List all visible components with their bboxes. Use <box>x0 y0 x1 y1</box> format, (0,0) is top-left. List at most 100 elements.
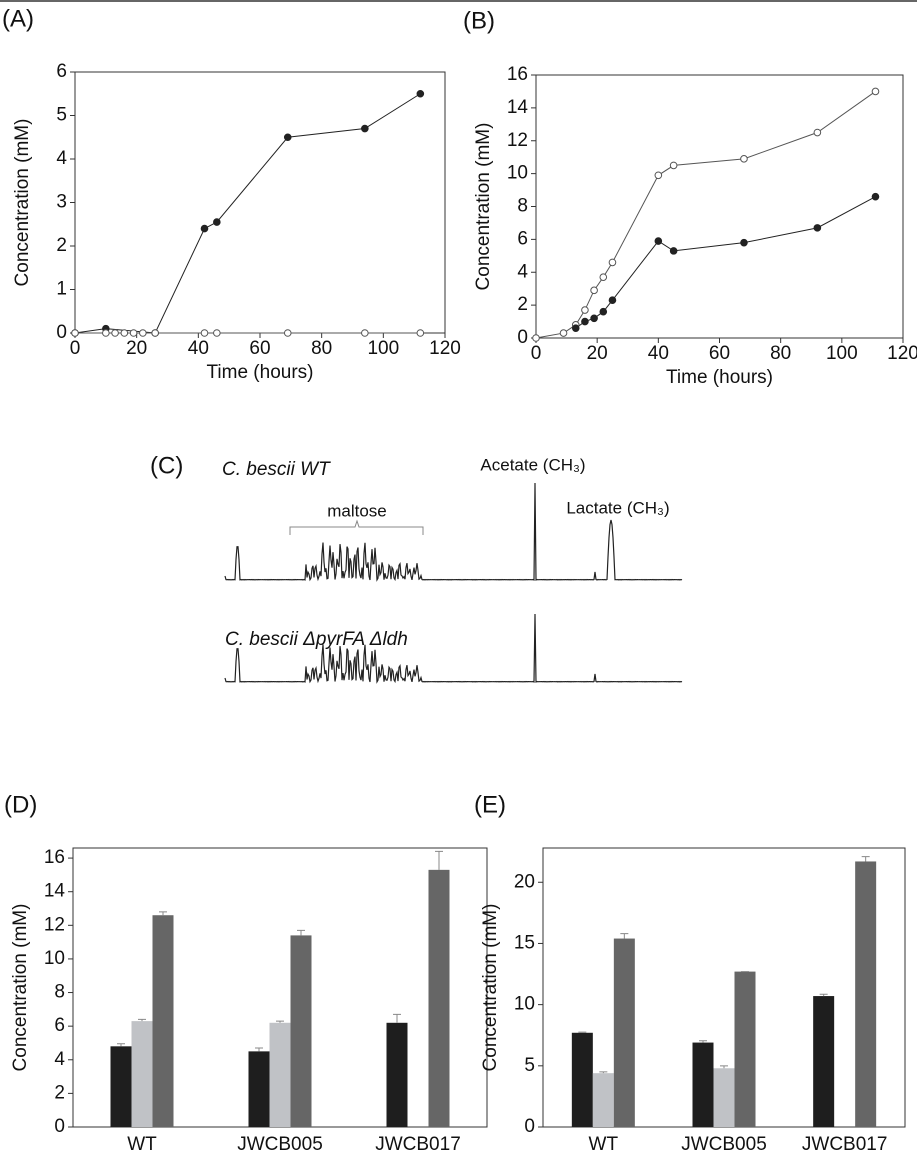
y-tick-label: 5 <box>524 1055 535 1076</box>
data-point <box>200 224 209 233</box>
x-tick-label: 60 <box>249 338 270 359</box>
x-tick-label: JWCB005 <box>681 1134 767 1155</box>
series-line <box>575 196 876 329</box>
data-point <box>283 329 292 337</box>
y-axis-label: Concentration (mM) <box>12 119 33 287</box>
y-tick-label: 12 <box>507 130 528 151</box>
x-axis-label: Time (hours) <box>666 367 773 388</box>
error-bar <box>720 1065 728 1069</box>
data-point <box>581 306 589 314</box>
data-point <box>361 124 369 133</box>
bar <box>613 938 635 1127</box>
y-tick-label: 2 <box>54 1082 65 1103</box>
error-bar <box>819 993 828 997</box>
data-point <box>416 329 425 337</box>
series-line <box>74 93 421 334</box>
error-bar <box>138 1018 146 1022</box>
bar <box>269 1022 291 1127</box>
data-point <box>571 324 580 332</box>
y-tick-label: 16 <box>507 64 528 85</box>
y-tick-label: 14 <box>507 97 529 118</box>
plot-frame <box>535 74 904 339</box>
data-point <box>654 171 663 180</box>
data-point <box>608 258 617 267</box>
data-point <box>102 329 110 337</box>
data-point <box>559 329 568 337</box>
data-point <box>599 273 608 281</box>
x-tick-label: 120 <box>429 338 461 359</box>
bar <box>813 996 835 1127</box>
y-tick-label: 5 <box>56 105 67 126</box>
series-line <box>535 91 876 339</box>
error-bar <box>297 929 305 936</box>
data-point <box>120 329 129 337</box>
error-bar <box>393 1013 401 1023</box>
y-tick-label: 16 <box>44 847 65 868</box>
x-tick-label: WT <box>589 1134 619 1155</box>
data-point <box>740 155 748 163</box>
x-tick-label: 60 <box>709 343 730 364</box>
panel-label: (C) <box>150 452 183 479</box>
data-point <box>361 329 369 337</box>
x-tick-label: WT <box>127 1134 157 1155</box>
data-point <box>416 89 425 98</box>
y-tick-label: 10 <box>514 994 535 1015</box>
bar <box>290 935 312 1127</box>
y-tick-label: 8 <box>517 196 528 217</box>
x-tick-label: 100 <box>367 338 399 359</box>
y-tick-label: 0 <box>54 1116 65 1137</box>
data-point <box>590 314 598 323</box>
bar <box>248 1051 270 1127</box>
y-tick-label: 4 <box>56 148 67 169</box>
data-point <box>213 218 221 226</box>
x-tick-label: JWCB017 <box>375 1134 461 1155</box>
annotation: maltose <box>327 501 387 520</box>
x-tick-label: 20 <box>587 343 608 364</box>
y-tick-label: 10 <box>44 948 65 969</box>
y-tick-label: 4 <box>517 261 528 282</box>
y-tick-label: 14 <box>44 881 66 902</box>
panel-label: (E) <box>474 791 506 818</box>
x-tick-label: 40 <box>648 343 669 364</box>
y-axis-label: Concentration (mM) <box>480 904 501 1072</box>
y-tick-label: 2 <box>56 235 67 256</box>
data-point <box>590 286 598 295</box>
data-point <box>129 329 138 337</box>
x-tick-label: 120 <box>887 343 917 364</box>
y-tick-label: 8 <box>54 982 65 1003</box>
bar <box>713 1068 735 1127</box>
data-point <box>599 307 608 316</box>
error-bar <box>255 1047 263 1052</box>
error-bar <box>861 856 870 862</box>
trace-label: C. bescii WT <box>222 459 331 480</box>
y-tick-label: 10 <box>507 163 528 184</box>
x-tick-label: 0 <box>531 343 542 364</box>
bar <box>855 861 877 1127</box>
data-point <box>654 237 663 245</box>
error-bar <box>117 1043 125 1047</box>
x-tick-label: 80 <box>311 338 332 359</box>
spectrum-trace <box>224 482 683 582</box>
x-axis-label: Time (hours) <box>207 362 314 383</box>
spectrum-trace <box>224 613 683 684</box>
y-tick-label: 0 <box>517 327 528 348</box>
error-bar <box>159 911 167 916</box>
x-tick-label: JWCB017 <box>802 1134 888 1155</box>
bar <box>692 1042 714 1127</box>
y-tick-label: 6 <box>54 1015 65 1036</box>
data-point <box>111 329 119 337</box>
y-tick-label: 15 <box>514 932 535 953</box>
y-tick-label: 1 <box>56 279 67 300</box>
data-point <box>213 329 221 337</box>
x-tick-label: 80 <box>770 343 791 364</box>
bar <box>110 1046 132 1127</box>
data-point <box>71 329 79 337</box>
data-point <box>740 238 748 247</box>
data-point <box>669 161 678 170</box>
trace-label: C. bescii ΔpyrFA Δldh <box>225 629 408 650</box>
data-point <box>581 317 589 326</box>
bar <box>734 971 756 1127</box>
data-point <box>871 87 880 96</box>
data-point <box>283 133 292 142</box>
y-tick-label: 2 <box>517 294 528 315</box>
